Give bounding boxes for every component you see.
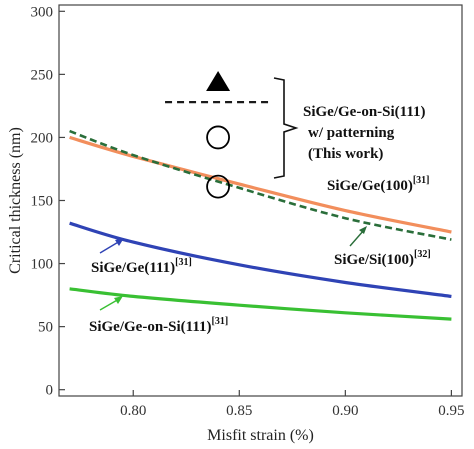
y-tick-label: 100 [31,257,54,273]
pointer-sige-ge111-head [115,238,124,246]
annotation-sige-si100-text: SiGe/Si(100) [334,252,414,268]
y-tick-label: 200 [31,130,54,146]
series-line-2 [69,129,452,241]
y-axis: 0 50 100 150 200 250 300 [31,4,65,399]
x-axis-label: Misfit strain (%) [207,427,314,444]
x-axis: 0.80 0.85 0.90 0.95 [120,390,465,419]
annotation-this-work-line1: SiGe/Ge-on-Si(111) [303,104,426,120]
series-line-1 [69,135,452,234]
x-tick-label: 0.95 [438,403,464,419]
y-tick-label: 50 [38,320,53,336]
annotation-sige-ge-on-si111-text: SiGe/Ge-on-Si(111) [89,319,212,335]
annotation-sige-ge100-text: SiGe/Ge(100) [327,178,413,194]
pointer-sige-si100 [349,229,365,247]
pointer-sige-ge-on-si111 [99,298,120,311]
annotation-sige-ge111: SiGe/Ge(111)[31] [91,257,192,276]
plot-area [69,70,452,321]
pointer-sige-si100-head [359,226,367,234]
pointer-sige-ge111 [99,240,121,254]
y-tick-label: 0 [46,383,54,399]
annotation-sige-ge111-text: SiGe/Ge(111) [91,260,175,276]
annotation-sige-ge-on-si111-ref: [31] [212,316,229,327]
y-tick-label: 250 [31,67,54,83]
annotation-bracket [273,77,299,179]
y-tick-label: 300 [31,4,54,20]
annotation-this-work-line2: w/ patterning [308,125,395,141]
annotation-sige-si100: SiGe/Si(100)[32] [334,249,431,268]
annotation-sige-ge111-ref: [31] [175,257,192,268]
y-tick-label: 150 [31,194,54,210]
annotation-sige-ge-on-si111: SiGe/Ge-on-Si(111)[31] [89,316,228,335]
annotation-sige-ge100: SiGe/Ge(100)[31] [327,175,430,194]
x-tick-label: 0.80 [120,403,146,419]
series-line-3 [69,221,452,298]
pointer-sige-ge-on-si111-head [114,296,123,304]
annotation-this-work-line3: (This work) [308,146,383,162]
marker-circle-2 [206,174,230,199]
marker-circle-1 [206,125,230,150]
y-axis-label: Critical thickness (nm) [7,127,24,274]
x-tick-label: 0.90 [332,403,358,419]
marker-triangle [206,70,231,91]
series-line-4 [69,287,452,321]
x-tick-label: 0.85 [226,403,252,419]
annotation-sige-ge100-ref: [31] [413,175,430,186]
annotation-sige-si100-ref: [32] [414,249,431,260]
plot-frame [58,4,463,397]
